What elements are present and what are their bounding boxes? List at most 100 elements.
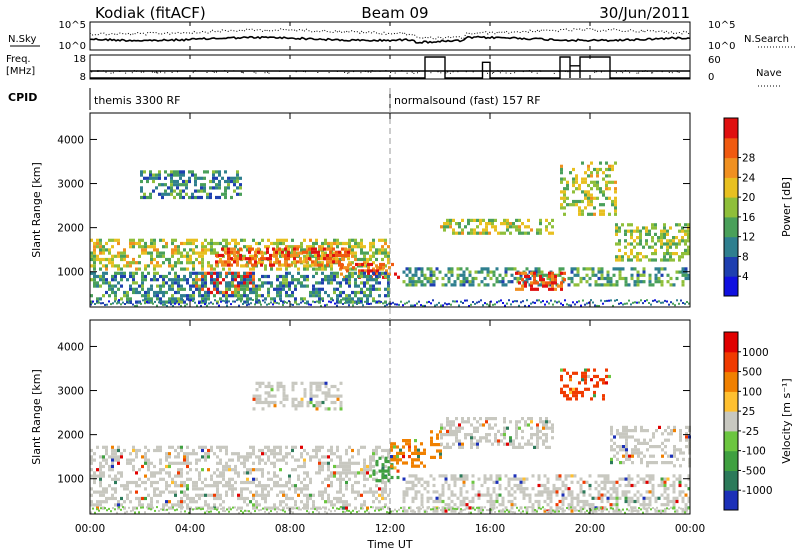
heatmap-cell	[434, 508, 436, 511]
colorbar-swatch	[724, 157, 738, 178]
heatmap-cell	[616, 299, 618, 301]
heatmap-cell	[324, 278, 327, 282]
heatmap-cell	[627, 229, 630, 233]
heatmap-cell	[446, 218, 449, 222]
heatmap-cell	[622, 508, 624, 511]
heatmap-cell	[286, 507, 288, 510]
heatmap-cell	[432, 283, 436, 287]
heatmap-cell	[363, 477, 366, 481]
heatmap-cell	[170, 170, 173, 174]
heatmap-cell	[438, 493, 442, 497]
heatmap-cell	[663, 480, 667, 484]
heatmap-cell	[605, 161, 608, 165]
freq-dot	[620, 70, 622, 72]
heatmap-cell	[248, 303, 250, 306]
heatmap-cell	[240, 274, 243, 279]
heatmap-cell	[648, 499, 652, 504]
heatmap-cell	[669, 283, 673, 287]
heatmap-cell	[306, 474, 309, 478]
heatmap-cell	[147, 493, 150, 497]
heatmap-cell	[215, 176, 218, 180]
heatmap-cell	[396, 445, 399, 449]
heatmap-cell	[144, 461, 147, 465]
heatmap-cell	[222, 509, 224, 512]
heatmap-cell	[479, 231, 482, 235]
heatmap-cell	[342, 297, 345, 301]
heatmap-cell	[486, 477, 490, 481]
heatmap-cell	[165, 487, 168, 491]
heatmap-cell	[315, 455, 318, 459]
heatmap-cell	[195, 487, 198, 491]
heatmap-cell	[267, 381, 271, 385]
heatmap-cell	[476, 225, 479, 229]
heatmap-cell	[343, 275, 346, 279]
heatmap-cell	[303, 267, 306, 271]
heatmap-cell	[642, 302, 644, 305]
heatmap-cell	[285, 271, 288, 275]
heatmap-cell	[609, 480, 613, 484]
heatmap-cell	[408, 442, 411, 446]
heatmap-cell	[126, 254, 129, 258]
heatmap-cell	[224, 170, 227, 174]
heatmap-cell	[684, 276, 688, 281]
heatmap-cell	[285, 484, 288, 488]
heatmap-cell	[216, 300, 219, 304]
heatmap-cell	[180, 445, 183, 449]
heatmap-cell	[129, 274, 132, 279]
heatmap-cell	[666, 242, 669, 246]
heatmap-cell	[375, 278, 378, 282]
heatmap-cell	[402, 445, 405, 449]
heatmap-cell	[363, 464, 366, 469]
heatmap-cell	[603, 487, 607, 491]
heatmap-cell	[168, 257, 171, 262]
heatmap-cell	[618, 483, 622, 488]
heatmap-cell	[240, 284, 243, 288]
heatmap-cell	[384, 274, 387, 279]
heatmap-cell	[440, 436, 443, 440]
heatmap-cell	[489, 496, 493, 500]
heatmap-cell	[630, 267, 634, 271]
heatmap-cell	[218, 195, 221, 200]
heatmap-cell	[158, 170, 161, 174]
heatmap-cell	[201, 245, 204, 249]
heatmap-cell	[339, 400, 343, 405]
heatmap-cell	[369, 487, 372, 491]
heatmap-cell	[513, 503, 517, 507]
heatmap-cell	[219, 458, 222, 462]
heatmap-cell	[339, 474, 342, 478]
heatmap-cell	[521, 436, 524, 440]
heatmap-cell	[670, 432, 673, 436]
heatmap-cell	[345, 474, 348, 478]
heatmap-cell	[492, 273, 496, 277]
nave-trace	[90, 56, 690, 79]
heatmap-cell	[438, 301, 440, 304]
heatmap-cell	[282, 391, 286, 395]
heatmap-cell	[600, 474, 604, 478]
heatmap-cell	[581, 190, 584, 194]
heatmap-cell	[542, 442, 545, 446]
heatmap-cell	[141, 281, 144, 285]
heatmap-cell	[333, 474, 336, 478]
heatmap-cell	[300, 245, 303, 249]
heatmap-cell	[573, 273, 577, 277]
heatmap-cell	[658, 510, 660, 513]
heatmap-cell	[186, 303, 188, 306]
heatmap-cell	[330, 264, 333, 268]
heatmap-cell	[630, 248, 633, 252]
heatmap-cell	[279, 458, 282, 462]
heatmap-cell	[144, 455, 147, 459]
heatmap-cell	[287, 253, 290, 258]
heatmap-cell	[483, 474, 487, 478]
heatmap-cell	[619, 435, 622, 439]
heatmap-cell	[670, 461, 673, 465]
heatmap-cell	[138, 496, 141, 501]
heatmap-cell	[134, 305, 136, 307]
heatmap-cell	[498, 474, 502, 478]
heatmap-cell	[207, 241, 210, 246]
heatmap-cell	[534, 509, 536, 511]
heatmap-cell	[177, 471, 180, 475]
heatmap-cell	[503, 417, 506, 421]
heatmap-cell	[592, 301, 594, 304]
heatmap-cell	[120, 508, 122, 511]
heatmap-cell	[384, 264, 387, 268]
